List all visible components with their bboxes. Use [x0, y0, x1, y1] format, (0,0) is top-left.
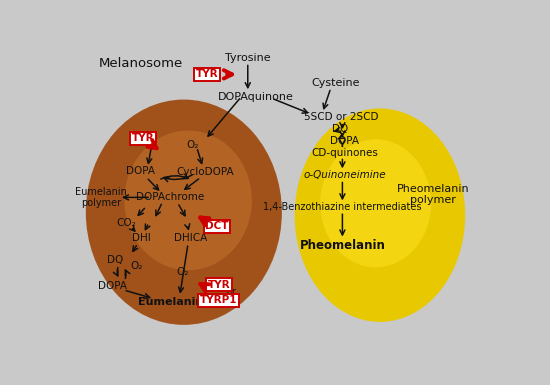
Text: DCT: DCT	[205, 221, 229, 231]
Text: or: or	[227, 287, 236, 297]
Text: DOPAchrome: DOPAchrome	[136, 192, 204, 203]
Text: DOPAquinone: DOPAquinone	[218, 92, 294, 102]
Text: TYR: TYR	[132, 133, 155, 143]
Text: DOPA: DOPA	[98, 281, 126, 291]
Text: DOPA: DOPA	[126, 166, 155, 176]
Text: TYR: TYR	[207, 280, 230, 290]
Ellipse shape	[124, 131, 252, 270]
Text: CycloDOPA: CycloDOPA	[177, 167, 234, 177]
Text: Eumelanin: Eumelanin	[138, 297, 203, 307]
Text: O₂: O₂	[131, 261, 143, 271]
Text: Pheomelanin: Pheomelanin	[299, 239, 386, 252]
Text: DHI: DHI	[132, 233, 151, 243]
Text: Eumelanin
polymer: Eumelanin polymer	[75, 187, 127, 208]
Text: CO₂: CO₂	[117, 218, 136, 228]
Text: 5SCD or 2SCD: 5SCD or 2SCD	[304, 112, 379, 122]
Text: DQ: DQ	[107, 255, 123, 265]
Text: Pheomelanin
polymer: Pheomelanin polymer	[397, 184, 470, 205]
FancyBboxPatch shape	[55, 37, 509, 352]
Text: TYR: TYR	[196, 69, 218, 79]
Text: O₂: O₂	[186, 140, 199, 150]
Text: CD-quinones: CD-quinones	[311, 148, 378, 158]
Text: Cysteine: Cysteine	[311, 78, 359, 88]
Ellipse shape	[86, 100, 282, 325]
Ellipse shape	[320, 139, 431, 267]
Text: DHICA: DHICA	[174, 233, 207, 243]
Text: DOPA: DOPA	[329, 136, 359, 146]
Text: Tyrosine: Tyrosine	[225, 53, 271, 63]
Text: o-Quinoneimine: o-Quinoneimine	[304, 170, 386, 180]
Text: O₂: O₂	[177, 267, 189, 277]
Ellipse shape	[295, 109, 465, 322]
Text: TYRP1: TYRP1	[200, 295, 238, 305]
Text: DQ: DQ	[332, 124, 348, 134]
Text: Melanosome: Melanosome	[98, 57, 183, 70]
Text: 1,4-Benzothiazine intermediates: 1,4-Benzothiazine intermediates	[263, 202, 422, 212]
